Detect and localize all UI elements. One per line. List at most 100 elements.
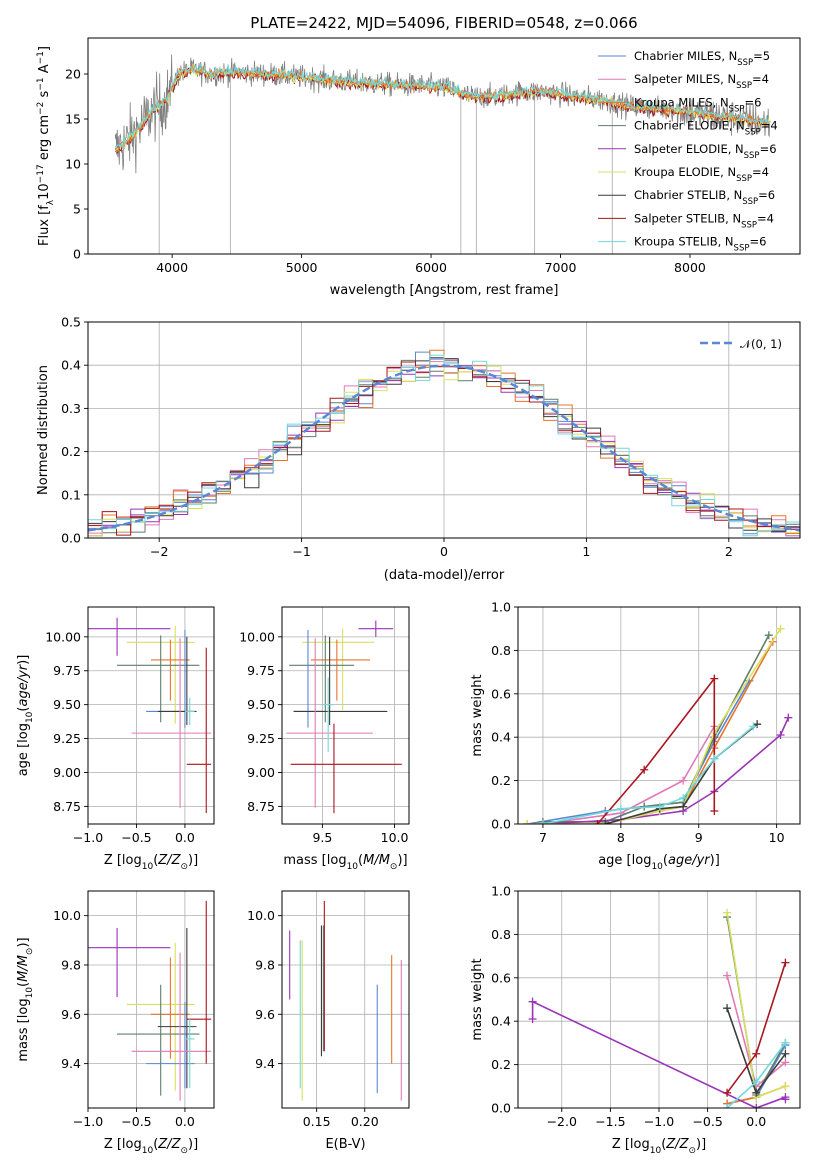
figure-title: PLATE=2422, MJD=54096, FIBERID=0548, z=0…	[250, 14, 637, 32]
y-tick-label: 0.3	[61, 401, 81, 416]
x-axis-label-part: (	[153, 853, 158, 868]
y-axis-label: mass [log10(M/M⊙)]	[16, 937, 35, 1061]
panel-age-vs-Z: −1.0 −0.5 0.0 8.75 9.00 9.25 9.50 9.75 10.00 Z [l…	[16, 606, 215, 872]
weight-line	[542, 726, 715, 824]
y-axis-label-sup: −1	[36, 51, 46, 64]
axes-frame	[87, 37, 801, 255]
legend-entry: Kroupa ELODIE, NSSP=4	[634, 165, 769, 184]
x-tick-label: 0.0	[175, 1114, 195, 1129]
weight-marker	[723, 1104, 732, 1108]
y-axis-label-it: age/yr	[16, 663, 31, 706]
x-axis-label-it: age/yr	[668, 853, 711, 868]
y-tick-label: 9.00	[53, 765, 81, 780]
x-axis-label-sub: 10	[142, 862, 154, 872]
y-tick-label: 9.75	[247, 663, 275, 678]
weight-marker	[776, 731, 785, 740]
x-axis-label: wavelength [Angstrom, rest frame]	[330, 283, 559, 298]
legend-entry: Salpeter STELIB, NSSP=4	[634, 211, 774, 230]
x-axis-label: age [log10(age/yr)]	[598, 853, 720, 872]
weight-marker	[752, 1088, 761, 1097]
gaussian-curve	[88, 364, 800, 532]
legend-entry-name: Chabrier STELIB, N	[634, 188, 742, 202]
weight-marker	[679, 802, 688, 811]
plot-background	[88, 891, 214, 1108]
x-axis-label-part: mass [log	[283, 853, 346, 868]
y-tick-label: 10.0	[247, 908, 275, 923]
legend-entry: Chabrier MILES, NSSP=5	[634, 49, 770, 68]
weight-marker	[523, 820, 532, 824]
x-tick-label: 0	[440, 544, 448, 559]
weight-marker	[752, 1049, 761, 1058]
plot-area	[114, 54, 771, 254]
histogram-step	[88, 354, 800, 537]
y-axis-label-sub: λ	[46, 199, 56, 205]
weight-marker	[764, 631, 773, 640]
x-axis-label-sub: ⊙	[390, 862, 398, 872]
weight-marker	[749, 722, 758, 731]
weight-marker	[616, 804, 625, 813]
weight-marker	[679, 776, 688, 785]
x-axis-label-part: Z [log	[104, 1137, 142, 1152]
plot-area	[289, 900, 402, 1101]
axes-frame	[281, 890, 410, 1109]
x-tick-label: −1.0	[73, 1114, 103, 1129]
x-tick-label: 9	[695, 830, 703, 845]
legend-entry-count: =6	[758, 188, 775, 202]
legend-entry-count: =4	[752, 165, 769, 179]
legend-entry-name: Chabrier ELODIE, N	[634, 119, 745, 133]
panel-mass-vs-ebv: 0.15 0.20 9.4 9.6 9.8 10.0 E(B-V)	[247, 890, 410, 1152]
y-axis-label: Flux [fλ10−17 erg cm−2 s−1 A−1]	[36, 46, 56, 246]
x-tick-label: 6000	[415, 260, 447, 275]
x-tick-label: 10	[769, 830, 785, 845]
x-axis-label-sub: ⊙	[180, 1146, 188, 1156]
y-tick-label: 10.00	[45, 629, 81, 644]
x-axis-label-part: (	[153, 1137, 158, 1152]
legend-entry-name: Kroupa MILES, N	[634, 95, 729, 109]
plot-area	[88, 617, 212, 814]
panel-mass-vs-Z: −1.0 −0.5 0.09.49.69.810.0Z [log10(Z/Z⊙)]m…	[16, 890, 215, 1156]
x-tick-label: −1.0	[644, 1114, 674, 1129]
x-axis-label-part: Z [log	[104, 853, 142, 868]
y-tick-label: 9.75	[53, 663, 81, 678]
legend-entry-sub: SSP	[742, 197, 758, 207]
y-tick-label: 0	[73, 247, 81, 262]
y-tick-label: 0.6	[491, 970, 511, 985]
legend-entry-count: =5	[753, 49, 770, 63]
axes-frame	[87, 890, 215, 1109]
legend-entry-name: Salpeter STELIB, N	[634, 211, 741, 225]
x-axis-label: (data-model)/error	[384, 568, 505, 583]
spectrum-model-line	[114, 61, 771, 149]
x-axis-label-part: )]	[188, 853, 198, 868]
weight-line	[542, 717, 790, 824]
y-tick-label: 15	[65, 112, 81, 127]
y-tick-label: 9.4	[255, 1056, 275, 1071]
x-axis-label-sub: 10	[651, 862, 663, 872]
weight-marker	[776, 624, 785, 633]
y-tick-label: 9.8	[61, 957, 81, 972]
y-tick-label: 9.4	[61, 1056, 81, 1071]
x-axis-label-sub: 10	[142, 1146, 154, 1156]
y-tick-label: 10.00	[239, 629, 275, 644]
y-tick-label: 9.6	[255, 1007, 275, 1022]
y-tick-label: 9.25	[53, 731, 81, 746]
weight-line	[542, 725, 754, 824]
weight-marker	[781, 1082, 790, 1091]
y-axis-label-sub: ⊙	[25, 948, 35, 956]
y-axis-label-part: erg cm	[37, 115, 52, 164]
weight-line	[596, 676, 716, 824]
legend-entry: Chabrier STELIB, NSSP=6	[634, 188, 775, 207]
y-axis-label-sup: −2	[36, 102, 46, 115]
weight-marker	[601, 820, 610, 824]
legend-entry-name: Kroupa ELODIE, N	[634, 165, 736, 179]
legend-entry-name: Kroupa STELIB, N	[634, 235, 734, 249]
y-axis-label-part: mass [log	[16, 998, 31, 1061]
panel-mass-weight-vs-Z: −2.0 −1.5 −1.0 −0.5 0.0 0.0 0.2 0.4 0.6 0.8 1.0 Z […	[470, 884, 801, 1156]
legend-entry-sub: SSP	[741, 220, 757, 230]
weight-marker	[528, 1015, 537, 1024]
legend-entry-count: =6	[749, 235, 766, 249]
x-tick-label: 8000	[674, 260, 706, 275]
plot-area	[88, 349, 800, 537]
x-tick-label: 8	[617, 830, 625, 845]
y-axis-label: age [log10(age/yr)]	[16, 655, 35, 777]
